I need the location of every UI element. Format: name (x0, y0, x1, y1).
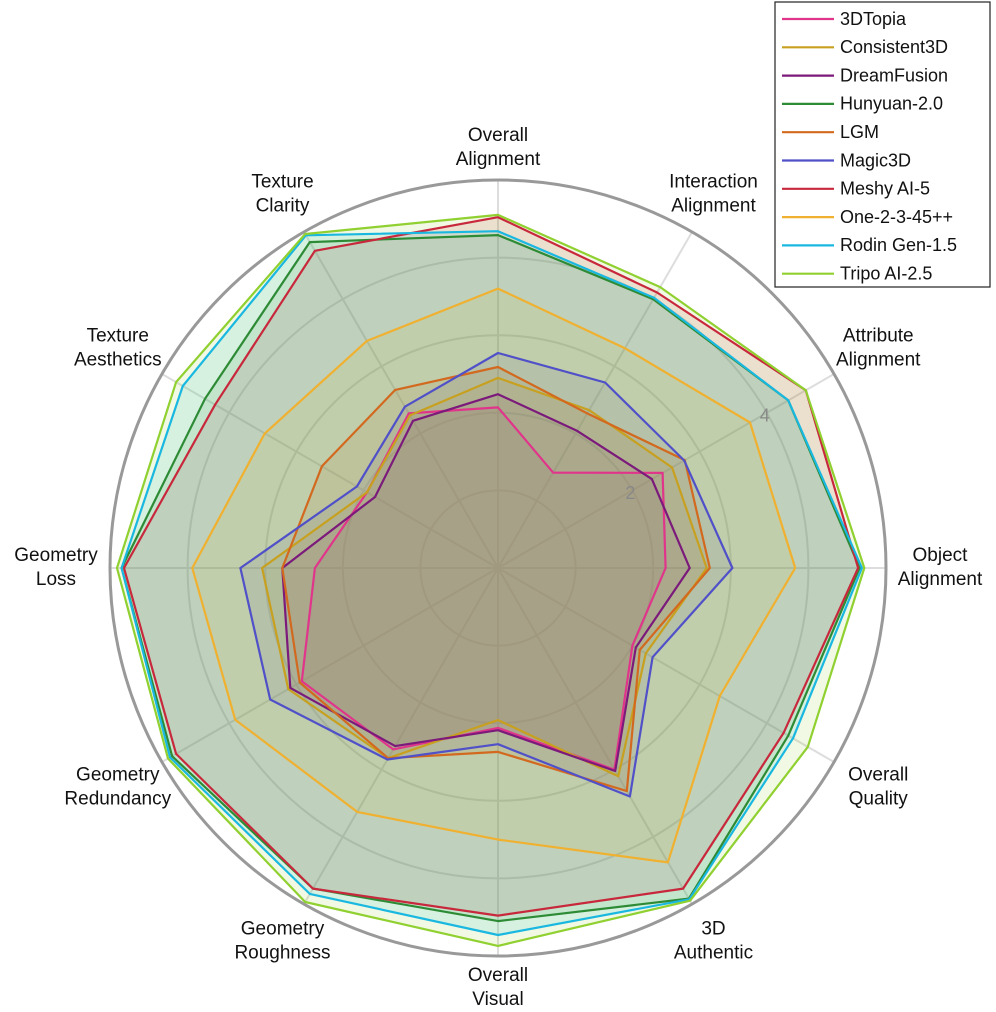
legend-label: Rodin Gen-1.5 (840, 235, 957, 255)
axis-label: Overall Visual (468, 965, 528, 1010)
axis-label: Texture Clarity (251, 172, 313, 217)
series-area (262, 377, 707, 777)
axis-label: Geometry Loss (14, 545, 98, 590)
spoke (303, 567, 499, 905)
legend: 3DTopia Consistent3D DreamFusion Hunyuan-2.… (774, 1, 991, 288)
r-tick-label: 4 (760, 406, 770, 426)
axis-label: Geometry Roughness (234, 918, 330, 963)
fills (117, 214, 865, 946)
series-line (120, 230, 863, 937)
series-line (281, 393, 691, 773)
labels: 2 4 Overall Alignment Interaction Alignment At… (14, 125, 983, 1010)
spoke (497, 567, 835, 763)
series-line (115, 213, 866, 947)
series-area (240, 353, 733, 797)
legend-label: Meshy AI-5 (840, 179, 930, 199)
spoke (161, 373, 499, 569)
spoke (497, 567, 693, 905)
r-tick-label: 2 (625, 483, 635, 503)
legend-box (774, 1, 991, 288)
series-line (191, 287, 797, 864)
axis-label: Geometry Redundancy (64, 765, 171, 810)
series-area (121, 231, 862, 935)
series-area (301, 407, 666, 770)
legend-label: LGM (840, 122, 879, 142)
series-area (121, 235, 860, 922)
spoke (303, 231, 499, 569)
series-line (261, 376, 708, 778)
series-area (124, 217, 859, 916)
axis-label: Attribute Alignment (836, 325, 921, 370)
legend-label: 3DTopia (840, 9, 907, 29)
legend-label: DreamFusion (840, 65, 948, 85)
legend-label: Magic3D (840, 150, 911, 170)
spoke (497, 373, 835, 569)
axis-label: Interaction Alignment (669, 172, 758, 217)
axis-label: Object Alignment (898, 545, 983, 590)
axis-label: Overall Alignment (456, 125, 541, 170)
axis-label: Overall Quality (848, 765, 908, 810)
legend-label: One-2-3-45++ (840, 207, 953, 227)
axis-label: 3D Authentic (674, 918, 753, 963)
series-line (239, 351, 734, 798)
outer-ring (108, 178, 888, 958)
spoke (161, 567, 499, 763)
legend-label: Consistent3D (840, 37, 948, 57)
series-area (282, 394, 690, 771)
legend-label: Hunyuan-2.0 (840, 94, 943, 114)
axis-label: Texture Aesthetics (74, 325, 162, 370)
grid (108, 178, 888, 958)
legend-label: Tripo AI-2.5 (840, 263, 932, 283)
lines (115, 213, 866, 947)
